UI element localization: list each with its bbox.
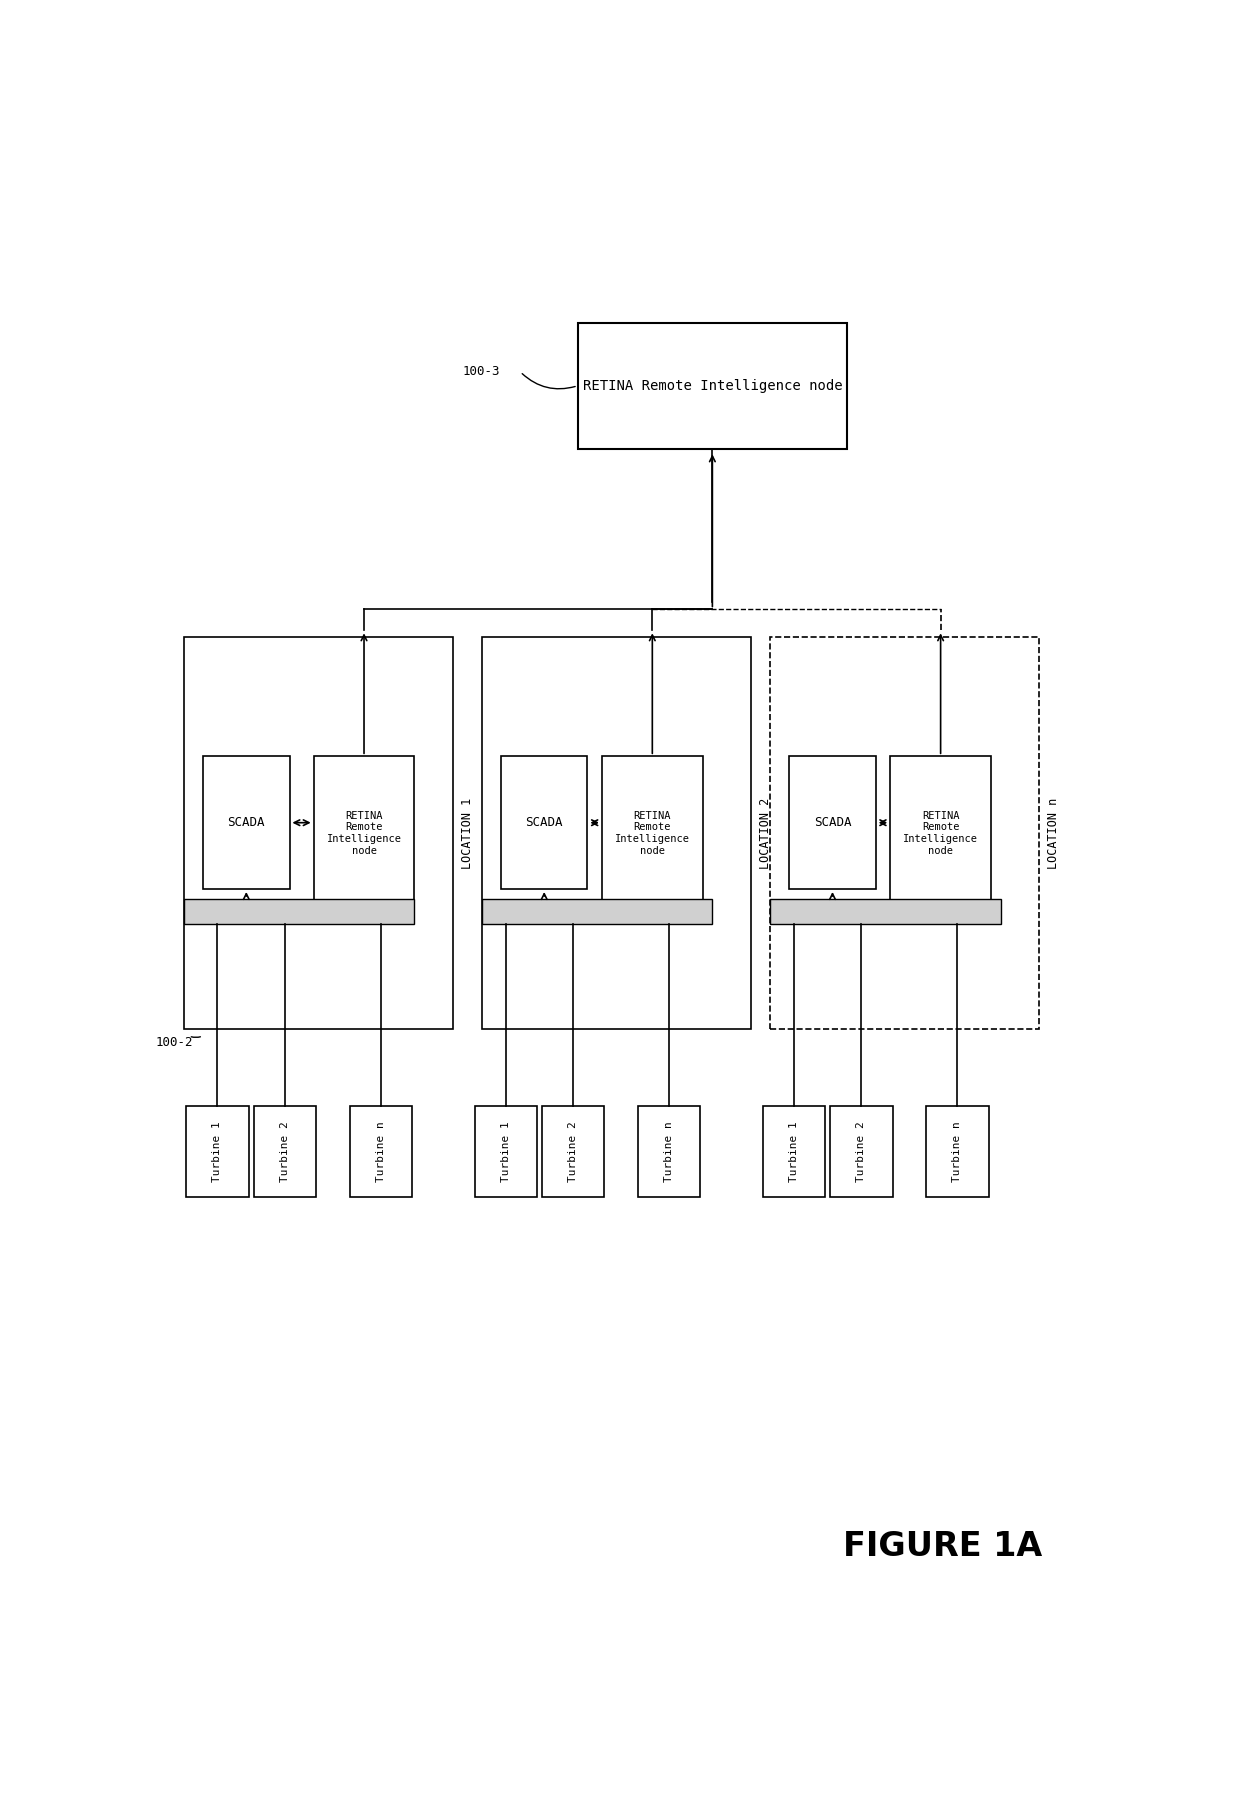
Text: RETINA
Remote
Intelligence
node: RETINA Remote Intelligence node	[326, 810, 402, 855]
Bar	[601, 755, 703, 910]
Text: Turbine 1: Turbine 1	[501, 1120, 511, 1182]
Bar	[763, 1106, 826, 1197]
Bar	[350, 1106, 412, 1197]
Text: 100-2: 100-2	[155, 1037, 193, 1050]
Text: Turbine n: Turbine n	[665, 1120, 675, 1182]
Text: Turbine n: Turbine n	[952, 1120, 962, 1182]
Text: RETINA Remote Intelligence node: RETINA Remote Intelligence node	[583, 380, 842, 392]
Bar	[184, 899, 414, 924]
Text: Turbine 1: Turbine 1	[212, 1120, 222, 1182]
Bar	[890, 755, 991, 910]
Bar	[481, 899, 713, 924]
Bar	[314, 755, 414, 910]
Text: LOCATION 1: LOCATION 1	[461, 797, 474, 868]
Text: SCADA: SCADA	[526, 815, 563, 830]
Text: SCADA: SCADA	[228, 815, 265, 830]
Text: Turbine 2: Turbine 2	[280, 1120, 290, 1182]
Bar	[186, 1106, 249, 1197]
Bar	[184, 637, 453, 1030]
Text: RETINA
Remote
Intelligence
node: RETINA Remote Intelligence node	[615, 810, 689, 855]
Text: 100-3: 100-3	[463, 365, 501, 378]
Bar	[770, 899, 1001, 924]
Text: Turbine n: Turbine n	[376, 1120, 386, 1182]
Bar	[542, 1106, 604, 1197]
Bar	[830, 1106, 893, 1197]
Bar	[637, 1106, 701, 1197]
Bar	[926, 1106, 988, 1197]
Text: Turbine 1: Turbine 1	[789, 1120, 799, 1182]
Bar	[789, 755, 875, 890]
Text: LOCATION 2: LOCATION 2	[759, 797, 771, 868]
Text: SCADA: SCADA	[813, 815, 851, 830]
Bar	[501, 755, 588, 890]
Text: FIGURE 1A: FIGURE 1A	[843, 1529, 1043, 1564]
Bar	[203, 755, 290, 890]
Text: Turbine 2: Turbine 2	[568, 1120, 578, 1182]
Bar	[770, 637, 1039, 1030]
Bar	[481, 637, 751, 1030]
Bar	[578, 323, 847, 449]
Bar	[253, 1106, 316, 1197]
Text: LOCATION n: LOCATION n	[1047, 797, 1060, 868]
Bar	[475, 1106, 537, 1197]
Text: RETINA
Remote
Intelligence
node: RETINA Remote Intelligence node	[903, 810, 978, 855]
Text: Turbine 2: Turbine 2	[857, 1120, 867, 1182]
